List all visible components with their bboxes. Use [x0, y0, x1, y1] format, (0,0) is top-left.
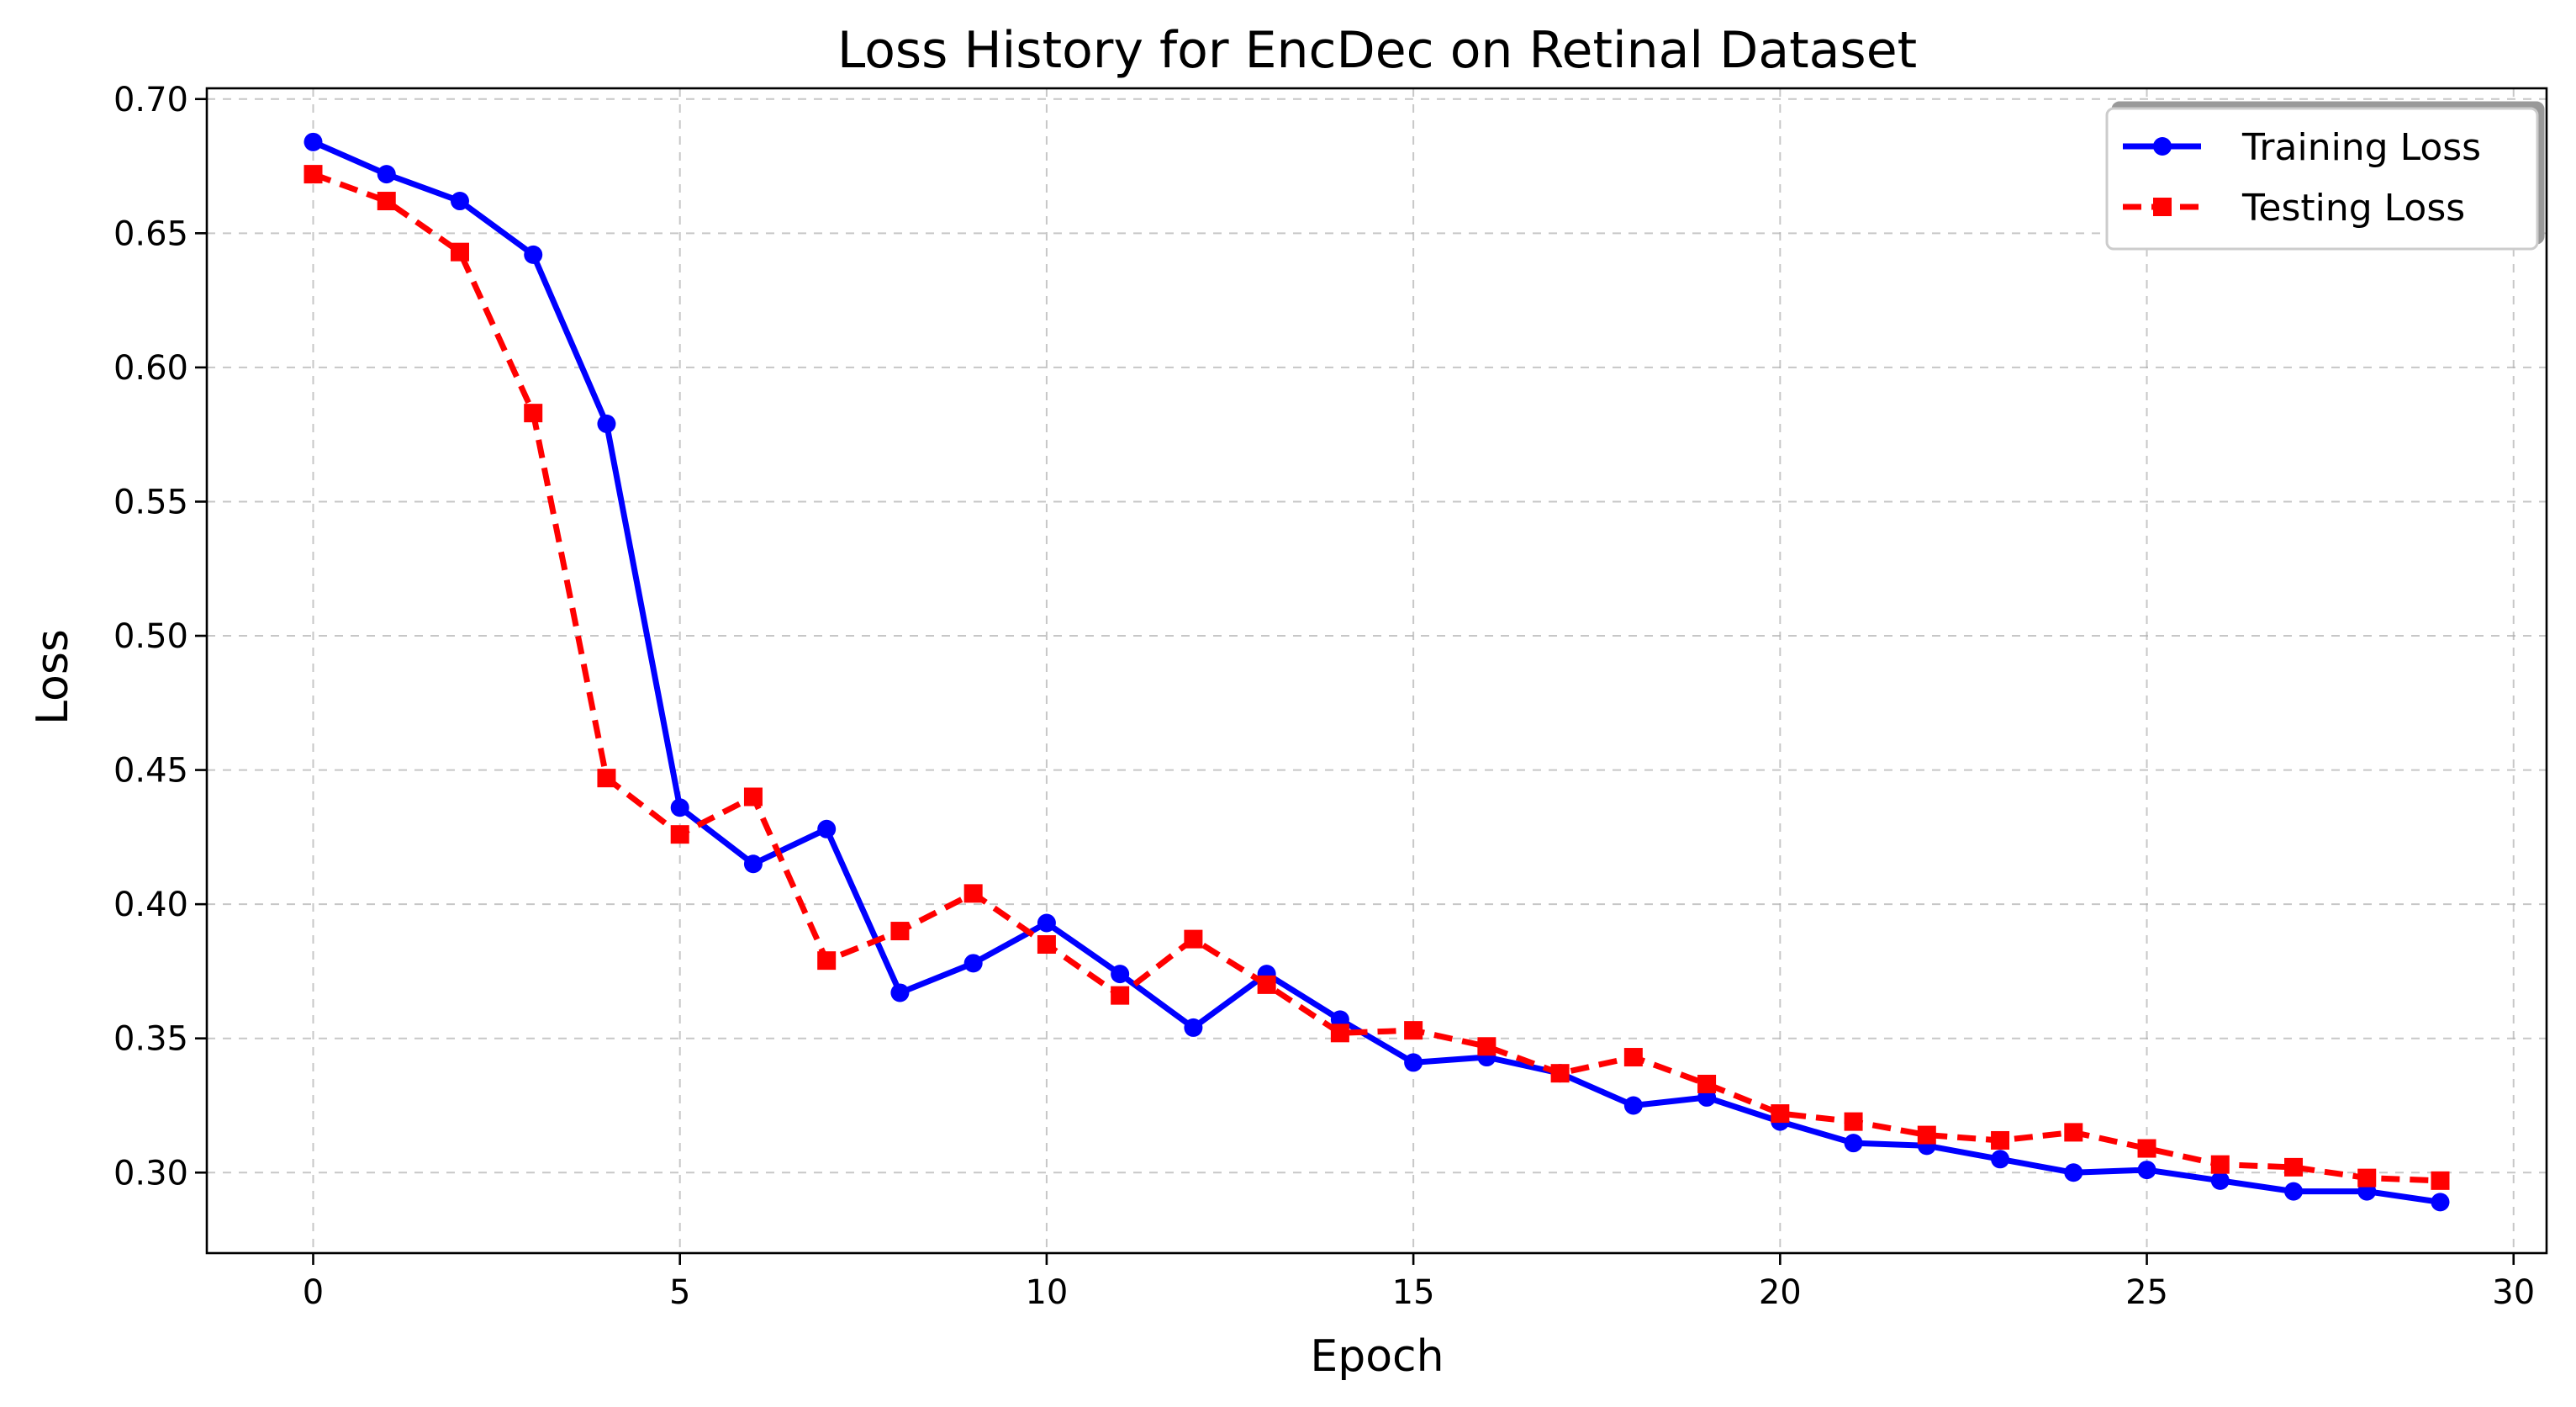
- y-tick-label: 0.55: [113, 483, 188, 521]
- testing-loss-point: [1330, 1024, 1349, 1043]
- testing-loss-point: [1111, 986, 1130, 1005]
- testing-loss-point: [2137, 1139, 2156, 1158]
- grid: [207, 88, 2547, 1253]
- x-tick-label: 15: [1392, 1273, 1435, 1312]
- legend-box: [2105, 107, 2539, 251]
- training-loss-point: [1111, 965, 1130, 984]
- testing-loss-point: [1991, 1130, 2010, 1150]
- testing-loss-point: [817, 951, 837, 971]
- training-loss-point: [743, 854, 763, 874]
- y-axis-title: Loss: [28, 629, 78, 725]
- y-tick-label: 0.70: [113, 81, 188, 119]
- y-tick-label: 0.35: [113, 1020, 188, 1059]
- training-loss-point: [1991, 1150, 2010, 1169]
- training-loss-point: [817, 819, 837, 838]
- legend: Training Loss Testing Loss: [2105, 107, 2539, 251]
- y-tick-label: 0.40: [113, 886, 188, 924]
- training-loss-line: [312, 139, 2441, 1205]
- testing-loss-point: [743, 787, 763, 807]
- testing-loss-point: [304, 165, 323, 184]
- training-loss-point: [1404, 1053, 1423, 1072]
- testing-loss-point: [1477, 1037, 1497, 1056]
- series-layer: [304, 132, 2450, 1212]
- training-loss-point: [670, 798, 689, 817]
- testing-loss-point: [1037, 935, 1056, 955]
- testing-loss-point: [524, 404, 543, 423]
- training-loss-point: [890, 983, 910, 1002]
- x-axis-title: Epoch: [1310, 1331, 1444, 1382]
- y-tick-label: 0.50: [113, 617, 188, 656]
- testing-loss-point: [2210, 1155, 2230, 1174]
- testing-loss-point: [890, 922, 910, 941]
- testing-loss-point: [1697, 1074, 1717, 1093]
- legend-testing-label: Testing Loss: [2241, 187, 2465, 230]
- testing-loss-point: [1184, 929, 1203, 949]
- testing-loss-point: [963, 884, 983, 903]
- testing-loss-point: [2064, 1123, 2083, 1142]
- testing-loss-point: [450, 242, 469, 262]
- testing-loss-point: [670, 825, 689, 844]
- training-loss-point: [524, 245, 543, 264]
- testing-loss-point: [597, 769, 616, 788]
- plot-frame: [205, 87, 2548, 1255]
- testing-loss-point: [2357, 1168, 2377, 1187]
- x-tick-label: 20: [1759, 1273, 1802, 1312]
- training-loss-point: [2210, 1171, 2230, 1190]
- testing-loss-point: [2431, 1171, 2450, 1190]
- x-tick-label: 5: [669, 1273, 690, 1312]
- training-loss-point: [2431, 1193, 2450, 1212]
- training-loss-point: [450, 192, 469, 211]
- training-loss-point: [1184, 1018, 1203, 1037]
- testing-loss-point: [2284, 1157, 2304, 1177]
- x-tick-label: 25: [2125, 1273, 2168, 1312]
- testing-loss-point: [1404, 1021, 1423, 1040]
- testing-loss-point: [1550, 1064, 1570, 1083]
- testing-loss-point: [1257, 975, 1276, 994]
- legend-testing-marker: [2153, 198, 2172, 216]
- x-tick-label: 30: [2492, 1273, 2535, 1312]
- y-tick-label: 0.45: [113, 752, 188, 791]
- y-tick-label: 0.30: [113, 1154, 188, 1193]
- x-tick-label: 0: [303, 1273, 324, 1312]
- training-loss-point: [2064, 1163, 2083, 1182]
- legend-training-marker: [2153, 137, 2172, 156]
- y-tick-label: 0.65: [113, 214, 188, 253]
- training-loss-point: [1844, 1134, 1863, 1153]
- training-loss-point: [1623, 1096, 1643, 1115]
- testing-loss-point: [1844, 1112, 1863, 1131]
- testing-loss-point: [1917, 1125, 1936, 1145]
- x-tick-label: 10: [1025, 1273, 1068, 1312]
- y-tick-label: 0.60: [113, 349, 188, 388]
- testing-loss-point: [377, 192, 396, 211]
- training-loss-point: [963, 954, 983, 973]
- axes: 0 5 10 15 20 25 30 0.30 0.35 0.40 0.45 0.50 0.55 0.60…: [113, 81, 2548, 1312]
- training-loss-point: [597, 414, 616, 433]
- testing-loss-line: [312, 171, 2441, 1184]
- training-loss-point: [304, 132, 323, 151]
- testing-loss-point: [1623, 1048, 1643, 1067]
- training-loss-point: [377, 165, 396, 184]
- training-loss-point: [2284, 1182, 2304, 1201]
- training-loss-point: [1037, 913, 1056, 933]
- testing-loss-point: [1771, 1104, 1790, 1124]
- chart-title: Loss History for EncDec on Retinal Datas…: [837, 21, 1917, 80]
- training-loss-point: [2137, 1161, 2156, 1180]
- legend-training-label: Training Loss: [2241, 126, 2481, 169]
